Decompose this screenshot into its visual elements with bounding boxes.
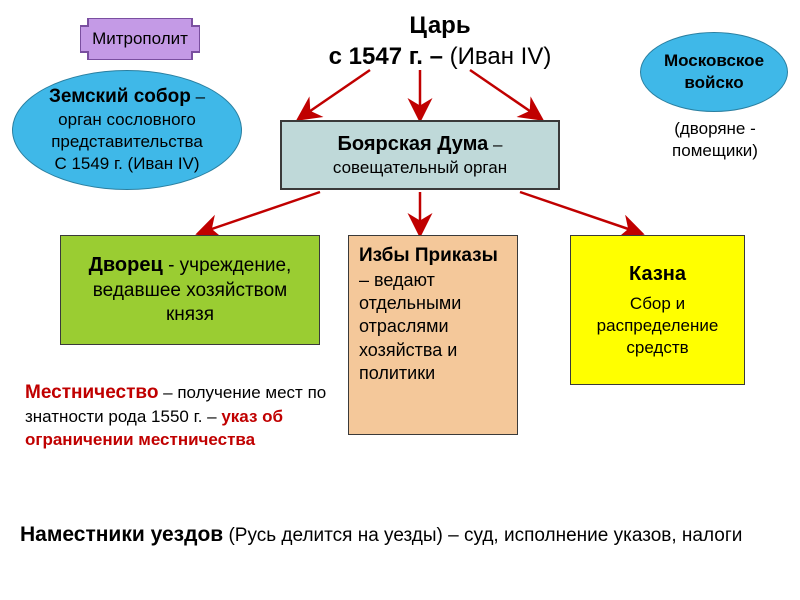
- zemsky-title: Земский собор: [49, 86, 191, 107]
- mestnich-term: Местничество: [25, 382, 158, 403]
- namestniki-sub: (Русь делится на уезды) – суд, исполнени…: [223, 525, 742, 546]
- kazna-title: Казна: [583, 261, 732, 287]
- izby-prikazy: Избы Приказы – ведают отдельными отрасля…: [348, 235, 518, 435]
- tsar-line2: с 1547 г. – (Иван IV): [329, 41, 552, 72]
- mitropolit-shape: Митрополит: [80, 18, 200, 60]
- moskovskoe-vojsko: Московское войско: [640, 32, 788, 112]
- tsar-line1: Царь: [409, 10, 470, 41]
- dvorets: Дворец - учреждение, ведавшее хозяйством…: [60, 235, 320, 345]
- zemsky-sub2: С 1549 г. (Иван IV): [27, 153, 227, 175]
- namestniki-title: Наместники уездов: [20, 523, 223, 546]
- kazna-sub: Сбор и распределение средств: [583, 293, 732, 359]
- tsar-title: Царь с 1547 г. – (Иван IV): [290, 10, 590, 72]
- zemsky-sobor: Земский собор – орган сословного предста…: [12, 70, 242, 190]
- mestnichestvo-note: Местничество – получение мест по знатнос…: [25, 380, 335, 452]
- izby-title: Избы Приказы: [359, 245, 498, 266]
- izby-sub: – ведают отдельными отраслями хозяйства …: [359, 270, 461, 384]
- namestniki-note: Наместники уездов (Русь делится на уезды…: [20, 520, 780, 550]
- mitropolit-label: Митрополит: [92, 28, 188, 50]
- kazna: Казна Сбор и распределение средств: [570, 235, 745, 385]
- vojsko-line1: Московское: [664, 50, 764, 72]
- boyarskaya-duma: Боярская Дума – совещательный орган: [280, 120, 560, 190]
- dvoryane-note: (дворяне - помещики): [640, 118, 790, 162]
- dvorets-title: Дворец: [89, 254, 163, 276]
- vojsko-line2: войско: [664, 72, 764, 94]
- duma-title: Боярская Дума: [338, 133, 489, 155]
